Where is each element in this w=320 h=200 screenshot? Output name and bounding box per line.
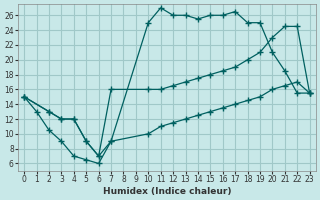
X-axis label: Humidex (Indice chaleur): Humidex (Indice chaleur) (103, 187, 231, 196)
